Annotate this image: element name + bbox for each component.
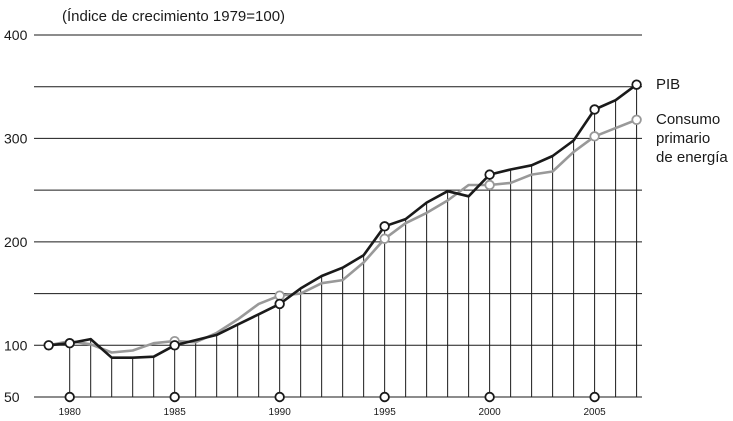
point-pib-1979 (43, 340, 54, 351)
y-tick-label-300: 300 (4, 130, 28, 146)
point-pib-2005 (589, 104, 600, 115)
y-tick-label-400: 400 (4, 27, 28, 43)
point-consumo-2000 (484, 179, 495, 191)
series-markers (43, 79, 642, 351)
x-tick-label-1985: 1985 (164, 407, 187, 418)
point-consumo-1990 (274, 290, 285, 301)
point-consumo-1995 (379, 233, 390, 244)
y-tick-label-100: 100 (4, 337, 28, 353)
y-tick-label-50: 50 (4, 389, 20, 405)
x-tick-label-1990: 1990 (269, 407, 292, 418)
series-line-consumo (48, 118, 638, 354)
axis-marker-1980 (64, 391, 75, 403)
series-label-line: de energía (656, 149, 728, 166)
axis-marker-1995 (379, 391, 390, 403)
series-label-line: Consumo (656, 111, 720, 128)
series-label-line: primario (656, 130, 710, 147)
point-consumo-2005 (589, 131, 600, 142)
axis-marker-2005 (589, 391, 600, 403)
axis-marker-1985 (169, 391, 180, 403)
gridlines (34, 34, 642, 398)
series-lines (48, 83, 638, 360)
series-labels: PIB Consumo primario de energía (656, 76, 728, 166)
year-drop-lines (69, 84, 638, 397)
x-axis-markers (64, 391, 600, 403)
series-label-line: PIB (656, 76, 680, 93)
point-pib-2007 (631, 79, 642, 90)
axis-marker-2000 (484, 391, 495, 403)
point-pib-2000 (484, 169, 495, 180)
series-label-consumo: Consumo primario de energía (656, 111, 728, 166)
y-tick-label-200: 200 (4, 234, 28, 250)
x-tick-label-2005: 2005 (583, 407, 606, 418)
x-tick-label-2000: 2000 (479, 407, 502, 418)
y-axis-ticks: 50 100 200 300 400 (4, 27, 28, 405)
x-tick-label-1995: 1995 (374, 407, 397, 418)
point-pib-1995 (379, 221, 390, 232)
x-axis-ticks: 1980 1985 1990 1995 2000 2005 (59, 407, 607, 418)
point-pib-1980 (64, 338, 75, 349)
point-consumo-2007 (631, 114, 642, 126)
axis-marker-1990 (274, 391, 285, 403)
point-pib-1985 (169, 340, 180, 351)
point-pib-1990 (274, 298, 285, 310)
series-line-pib (48, 83, 638, 360)
x-tick-label-1980: 1980 (59, 407, 82, 418)
chart-subtitle: (Índice de crecimiento 1979=100) (62, 8, 285, 25)
series-label-pib: PIB (656, 76, 680, 93)
